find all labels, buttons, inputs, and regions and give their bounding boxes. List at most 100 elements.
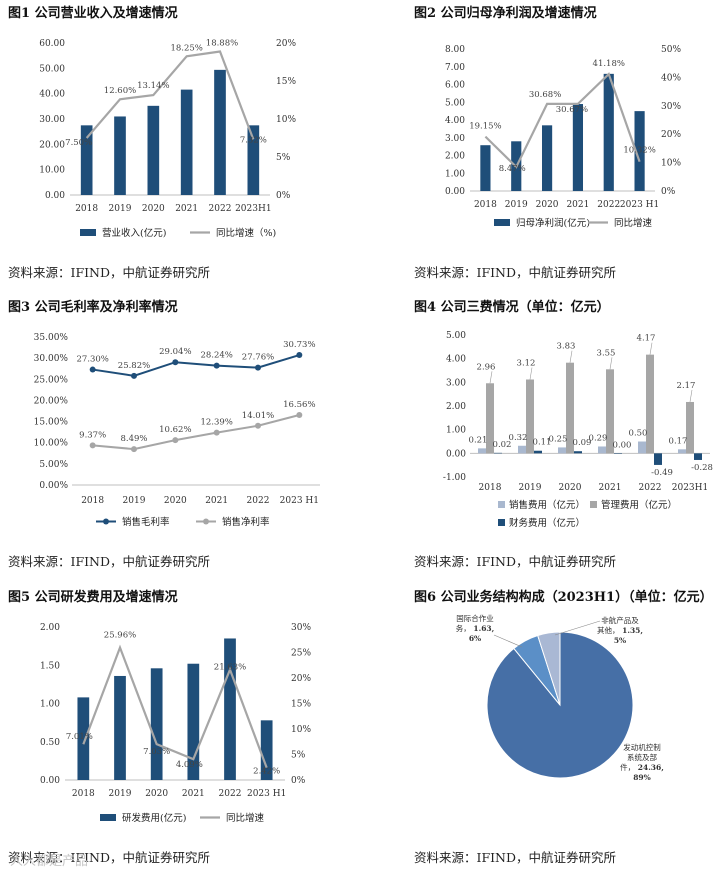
finance-expense-label: 0.02 bbox=[493, 440, 512, 450]
y-tick-label: 10.00% bbox=[34, 439, 69, 449]
growth-data-label: 18.88% bbox=[206, 39, 238, 49]
y-tick-label: 15.00% bbox=[34, 418, 69, 428]
gross-margin-point bbox=[255, 364, 261, 371]
legend-bar-label: 营业收入(亿元) bbox=[102, 227, 166, 239]
gross-margin-label: 28.24% bbox=[200, 351, 232, 361]
pie-label-name: 件， 24.36, bbox=[620, 762, 664, 772]
bar bbox=[114, 675, 126, 780]
bar bbox=[541, 125, 553, 191]
y-left-tick-label: 2.00 bbox=[445, 152, 465, 162]
gross-margin-point bbox=[296, 352, 303, 359]
growth-data-label: 30.68% bbox=[529, 90, 561, 100]
y-right-tick-label: 15% bbox=[291, 700, 311, 710]
admin-expense-label: 3.55 bbox=[597, 348, 616, 358]
legend-label: 财务费用（亿元） bbox=[509, 517, 585, 529]
y-tick-label: 20.00% bbox=[34, 396, 69, 406]
legend-label: 销售费用（亿元） bbox=[509, 499, 585, 511]
fig6-title: 图6 公司业务结构构成（2023H1）（单位：亿元） bbox=[414, 590, 713, 605]
y-tick-label: 30.00% bbox=[34, 354, 69, 364]
y-right-tick-label: 0% bbox=[661, 187, 676, 197]
legend-line-label: 同比增速（%) bbox=[216, 227, 276, 239]
finance-expense-bar bbox=[534, 450, 542, 454]
legend-label: 销售毛利率 bbox=[122, 516, 170, 528]
watermark: 人人都是产品 bbox=[10, 854, 89, 869]
y-right-tick-label: 20% bbox=[661, 130, 681, 140]
legend-label: 销售净利率 bbox=[222, 516, 270, 528]
net-margin-label: 8.49% bbox=[120, 434, 147, 444]
x-tick-label: 2022 bbox=[209, 204, 232, 214]
y-left-tick-label: 7.00 bbox=[445, 63, 465, 73]
fig4-source: 资料来源：IFIND，中航证券研究所 bbox=[414, 554, 617, 569]
y-right-tick-label: 5% bbox=[276, 153, 291, 163]
net-margin-label: 12.39% bbox=[200, 418, 232, 428]
gross-margin-point bbox=[213, 362, 220, 369]
growth-data-label: 19.15% bbox=[469, 122, 501, 132]
gross-margin-label: 27.76% bbox=[242, 353, 274, 363]
pie-leader-line bbox=[554, 620, 601, 636]
finance-expense-label: 0.11 bbox=[533, 438, 552, 448]
fig2-chart: 0.00 1.00 2.00 3.00 4.00 5.00 6.00 7.00 8.00 0% 10… bbox=[445, 45, 681, 229]
bar bbox=[572, 104, 584, 191]
finance-expense-label: 0.00 bbox=[613, 440, 632, 450]
x-tick-label: 2018 bbox=[81, 496, 104, 506]
y-left-tick-label: 30.00 bbox=[39, 115, 65, 125]
fig6-source: 资料来源：IFIND，中航证券研究所 bbox=[414, 850, 617, 865]
bar bbox=[77, 697, 90, 780]
growth-data-label: 18.25% bbox=[170, 43, 202, 53]
pie-label-pct: 5% bbox=[614, 636, 626, 645]
x-tick-label: 2019 bbox=[109, 789, 132, 799]
y-left-tick-label: 4.00 bbox=[445, 116, 465, 126]
fig1-chart: 0.00 10.00 20.00 30.00 40.00 50.00 60.00 0% 5% 10… bbox=[39, 39, 296, 239]
sales-expense-bar bbox=[518, 445, 526, 454]
y-right-tick-label: 30% bbox=[291, 623, 311, 633]
finance-expense-label: 0.09 bbox=[573, 438, 592, 448]
finance-expense-bar bbox=[574, 451, 582, 454]
growth-data-label: 13.14% bbox=[137, 81, 169, 91]
legend-bar-label: 归母净利润(亿元) bbox=[516, 217, 590, 229]
legend-swatch bbox=[498, 501, 505, 508]
y-left-tick-label: 0.00 bbox=[40, 776, 60, 786]
y-right-tick-label: 10% bbox=[276, 115, 296, 125]
legend-line-label: 同比增速 bbox=[614, 217, 653, 229]
admin-expense-bar bbox=[566, 362, 574, 454]
growth-data-label: 7.32% bbox=[240, 135, 267, 145]
sales-expense-label: 0.17 bbox=[669, 436, 688, 446]
y-right-tick-label: 15% bbox=[276, 77, 296, 87]
y-tick-label: 0.00 bbox=[446, 449, 466, 459]
gross-margin-point bbox=[172, 359, 179, 366]
y-left-tick-label: 1.00 bbox=[445, 169, 465, 179]
pie-label-value: 1.35, bbox=[620, 626, 644, 635]
bar bbox=[480, 145, 491, 191]
pie-label-pct: 89% bbox=[633, 773, 651, 782]
bar bbox=[603, 73, 614, 191]
y-right-tick-label: 40% bbox=[661, 73, 681, 83]
x-tick-label: 2023 H1 bbox=[247, 789, 286, 799]
finance-expense-label: -0.49 bbox=[651, 468, 673, 478]
x-tick-label: 2020 bbox=[536, 200, 559, 210]
fig2-source: 资料来源：IFIND，中航证券研究所 bbox=[414, 265, 617, 280]
bar bbox=[147, 105, 160, 195]
growth-data-label: 25.96% bbox=[104, 631, 136, 641]
x-tick-label: 2021 bbox=[599, 483, 622, 493]
admin-expense-bar bbox=[646, 354, 654, 454]
growth-data-label: 8.47% bbox=[499, 164, 526, 174]
y-tick-label: 3.00 bbox=[446, 378, 466, 388]
y-left-tick-label: 40.00 bbox=[39, 90, 65, 100]
pie-label-name: 发动机控制 bbox=[623, 742, 661, 752]
y-tick-label: 0.00% bbox=[39, 481, 68, 491]
y-right-tick-label: 0% bbox=[276, 191, 291, 201]
admin-expense-bar bbox=[486, 383, 494, 454]
admin-label-leader bbox=[689, 389, 693, 403]
legend-swatch-point bbox=[203, 518, 209, 525]
gross-margin-label: 25.82% bbox=[118, 361, 150, 371]
gross-margin-label: 30.73% bbox=[283, 340, 315, 350]
pie-label-name: 国际合作业 bbox=[456, 613, 494, 623]
growth-data-label: 21.63% bbox=[214, 663, 246, 673]
x-tick-label: 2018 bbox=[72, 789, 95, 799]
x-tick-label: 2019 bbox=[123, 496, 146, 506]
admin-label-leader bbox=[529, 367, 533, 380]
admin-expense-bar bbox=[526, 379, 534, 454]
x-tick-label: 2022 bbox=[247, 496, 270, 506]
y-left-tick-label: 0.00 bbox=[45, 191, 65, 201]
x-tick-label: 2020 bbox=[145, 789, 168, 799]
